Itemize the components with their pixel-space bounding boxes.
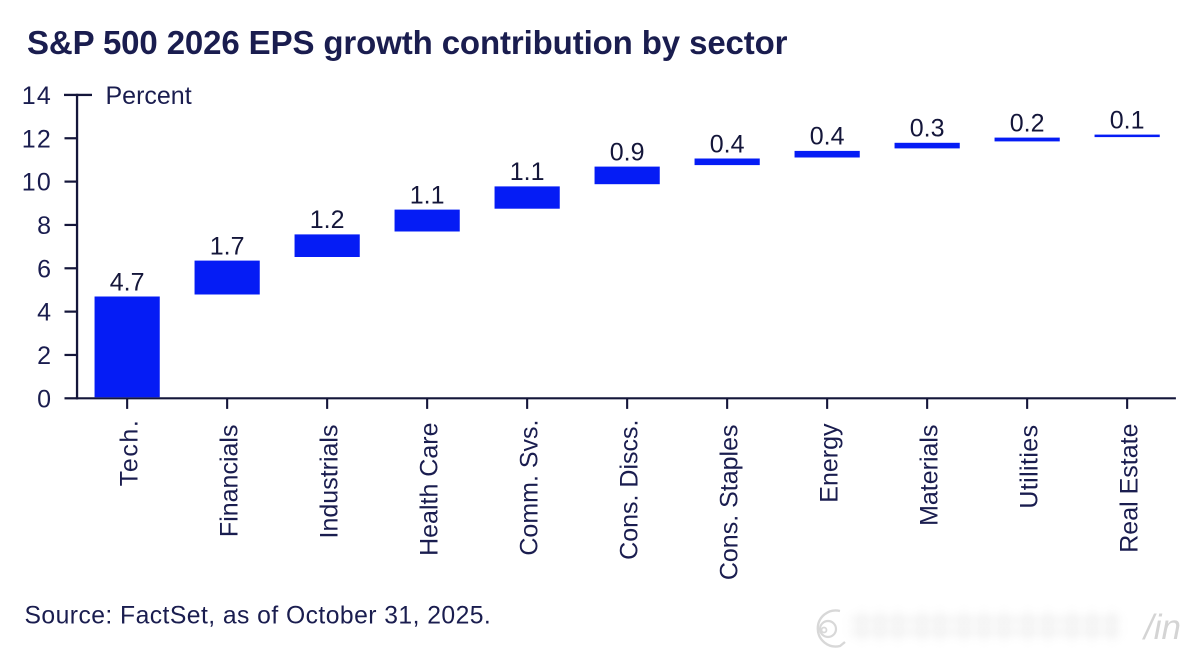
svg-text:0: 0 (37, 385, 51, 413)
svg-text:Comm. Svs.: Comm. Svs. (516, 420, 544, 556)
svg-text:4: 4 (37, 299, 51, 327)
svg-text:Financials: Financials (216, 425, 244, 538)
svg-text:4.7: 4.7 (110, 268, 145, 296)
svg-text:0.4: 0.4 (710, 130, 745, 158)
svg-text:0.9: 0.9 (610, 138, 645, 166)
svg-text:Cons. Staples: Cons. Staples (716, 425, 744, 581)
svg-text:Percent: Percent (106, 82, 192, 110)
svg-text:Industrials: Industrials (316, 425, 344, 539)
svg-text:S&P 500 2026 EPS growth contri: S&P 500 2026 EPS growth contribution by … (27, 24, 788, 61)
svg-text:1.7: 1.7 (210, 232, 245, 260)
svg-text:1.2: 1.2 (310, 206, 345, 234)
svg-text:Health Care: Health Care (416, 423, 444, 556)
svg-text:8: 8 (37, 212, 51, 240)
svg-text:14: 14 (22, 82, 52, 110)
svg-text:12: 12 (22, 125, 52, 153)
svg-text:1.1: 1.1 (410, 181, 445, 209)
svg-text:Real Estate: Real Estate (1116, 424, 1144, 553)
svg-text:10: 10 (22, 169, 52, 197)
svg-text:Cons. Discs.: Cons. Discs. (616, 420, 644, 560)
svg-text:0.3: 0.3 (910, 115, 945, 143)
svg-text:Energy: Energy (816, 423, 844, 503)
svg-text:6: 6 (37, 255, 51, 283)
svg-text:Utilities: Utilities (1016, 425, 1044, 509)
svg-text:Materials: Materials (916, 425, 944, 526)
svg-text:0.1: 0.1 (1110, 106, 1145, 134)
svg-text:Source: FactSet, as of October: Source: FactSet, as of October 31, 2025. (25, 603, 492, 630)
svg-text:0.2: 0.2 (1010, 109, 1045, 137)
svg-text:Tech.: Tech. (116, 419, 144, 487)
svg-text:1.1: 1.1 (510, 158, 545, 186)
svg-text:/in: /in (1142, 608, 1181, 647)
svg-text:2: 2 (37, 342, 51, 370)
svg-text:0.4: 0.4 (810, 123, 845, 151)
